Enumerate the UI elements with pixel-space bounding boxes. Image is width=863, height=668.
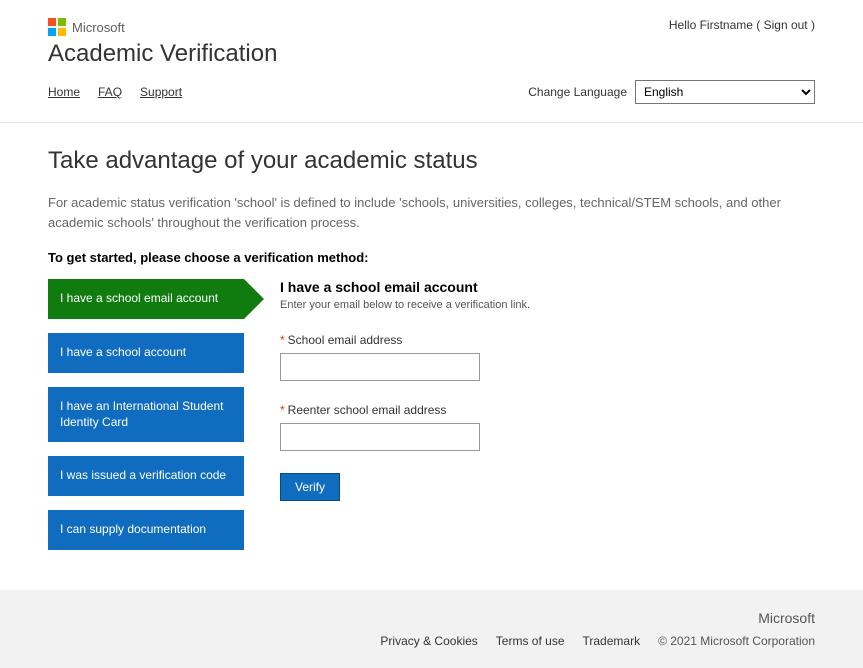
- primary-nav: Home FAQ Support: [48, 85, 182, 99]
- nav-link-faq[interactable]: FAQ: [98, 85, 122, 99]
- method-prompt: To get started, please choose a verifica…: [48, 250, 815, 265]
- greeting-text: Hello Firstname: [669, 18, 753, 32]
- footer-link-privacy[interactable]: Privacy & Cookies: [380, 634, 477, 648]
- option-label: I have a school account: [60, 345, 186, 361]
- language-selector: Change Language English: [528, 80, 815, 104]
- brand-block: Microsoft Academic Verification: [48, 18, 277, 68]
- option-verification-code[interactable]: I was issued a verification code: [48, 456, 244, 496]
- footer-brand: Microsoft: [758, 610, 815, 626]
- field-label: *Reenter school email address: [280, 403, 815, 417]
- option-school-email[interactable]: I have a school email account: [48, 279, 244, 319]
- signout-prefix: (: [756, 18, 763, 32]
- brand-line: Microsoft: [48, 18, 277, 36]
- signout-link[interactable]: Sign out: [764, 18, 808, 32]
- field-reenter-email: *Reenter school email address: [280, 403, 815, 451]
- verification-options: I have a school email account I have a s…: [48, 279, 244, 550]
- option-label: I can supply documentation: [60, 522, 206, 538]
- footer-copyright: © 2021 Microsoft Corporation: [658, 634, 815, 648]
- panel-title: I have a school email account: [280, 279, 815, 295]
- signout-suffix: ): [808, 18, 815, 32]
- main-heading: Take advantage of your academic status: [48, 147, 815, 175]
- footer-links: Privacy & Cookies Terms of use Trademark…: [380, 634, 815, 648]
- label-text: School email address: [288, 333, 403, 347]
- page-footer: Microsoft Privacy & Cookies Terms of use…: [0, 590, 863, 668]
- page-title: Academic Verification: [48, 40, 277, 68]
- required-marker: *: [280, 333, 285, 347]
- footer-link-terms[interactable]: Terms of use: [496, 634, 565, 648]
- brand-name: Microsoft: [72, 20, 125, 35]
- option-documentation[interactable]: I can supply documentation: [48, 510, 244, 550]
- page-header: Microsoft Academic Verification Hello Fi…: [0, 0, 863, 122]
- required-marker: *: [280, 403, 285, 417]
- header-top-row: Microsoft Academic Verification Hello Fi…: [48, 18, 815, 68]
- option-label: I was issued a verification code: [60, 468, 226, 484]
- field-label: *School email address: [280, 333, 815, 347]
- footer-link-trademark[interactable]: Trademark: [583, 634, 641, 648]
- method-panel: I have a school email account Enter your…: [280, 279, 815, 501]
- school-email-input[interactable]: [280, 353, 480, 381]
- nav-link-support[interactable]: Support: [140, 85, 182, 99]
- nav-link-home[interactable]: Home: [48, 85, 80, 99]
- main-content: Take advantage of your academic status F…: [0, 123, 863, 590]
- subheader-row: Home FAQ Support Change Language English: [48, 80, 815, 122]
- intro-text: For academic status verification 'school…: [48, 193, 788, 232]
- content-row: I have a school email account I have a s…: [48, 279, 815, 550]
- verify-button[interactable]: Verify: [280, 473, 340, 501]
- option-label: I have an International Student Identity…: [60, 399, 232, 430]
- reenter-email-input[interactable]: [280, 423, 480, 451]
- user-greeting: Hello Firstname ( Sign out ): [669, 18, 815, 32]
- language-select[interactable]: English: [635, 80, 815, 104]
- option-isic[interactable]: I have an International Student Identity…: [48, 387, 244, 442]
- language-label: Change Language: [528, 85, 627, 99]
- option-school-account[interactable]: I have a school account: [48, 333, 244, 373]
- microsoft-logo-icon: [48, 18, 66, 36]
- option-label: I have a school email account: [60, 291, 218, 307]
- label-text: Reenter school email address: [288, 403, 447, 417]
- panel-hint: Enter your email below to receive a veri…: [280, 299, 815, 311]
- field-school-email: *School email address: [280, 333, 815, 381]
